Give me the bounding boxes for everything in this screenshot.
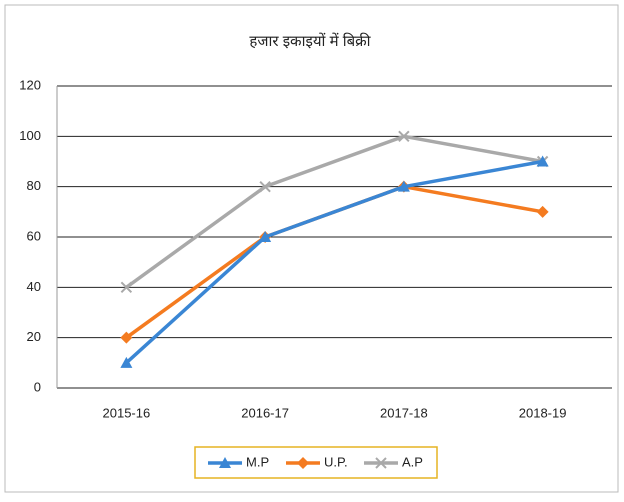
series-line [125, 134, 543, 289]
y-tick-label: 120 [19, 77, 41, 92]
legend-label: M.P [246, 454, 269, 469]
marker [219, 457, 231, 468]
y-tick-label: 40 [27, 279, 41, 294]
x-tick-label: 2018-19 [519, 405, 567, 420]
marker [536, 205, 549, 218]
marker [259, 180, 271, 193]
y-tick-label: 20 [27, 329, 41, 344]
y-tick-label: 60 [27, 228, 41, 243]
marker [120, 281, 133, 294]
x-tick-label: 2016-17 [241, 405, 289, 420]
legend-label: A.P [402, 454, 423, 469]
legend-label: U.P. [324, 454, 348, 469]
marker [259, 231, 272, 242]
marker [398, 130, 410, 143]
y-tick-label: 100 [19, 128, 41, 143]
series-line [125, 159, 543, 365]
chart-title: हजार इकाइयों में बिक्री [249, 32, 371, 50]
x-tick-label: 2015-16 [103, 405, 151, 420]
y-tick-label: 0 [34, 379, 41, 394]
marker [375, 457, 387, 469]
marker [397, 180, 410, 192]
marker [536, 155, 549, 167]
marker [120, 331, 133, 344]
x-tick-label: 2017-18 [380, 405, 428, 420]
y-tick-label: 80 [27, 178, 41, 193]
marker [297, 457, 309, 469]
marker [120, 356, 133, 368]
